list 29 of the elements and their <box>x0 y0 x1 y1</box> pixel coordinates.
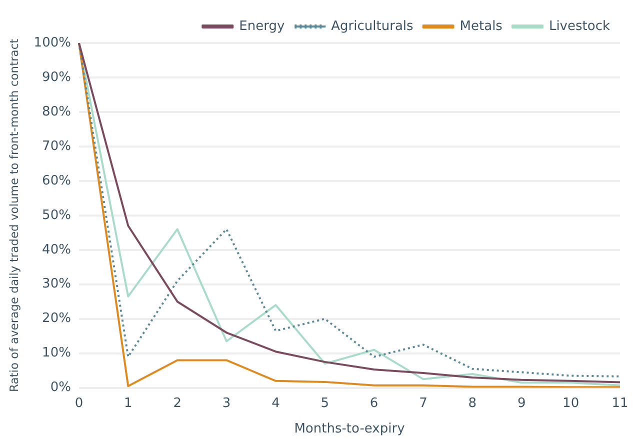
y-tick-label: 60% <box>42 173 71 188</box>
legend-label: Agriculturals <box>331 18 414 34</box>
y-tick-label: 20% <box>42 311 71 326</box>
y-tick-label: 90% <box>42 70 71 85</box>
x-tick-label: 1 <box>124 396 132 411</box>
y-axis-title: Ratio of average daily traded volume to front-month contract <box>6 38 21 392</box>
y-tick-label: 80% <box>42 104 71 120</box>
x-tick-label: 10 <box>562 396 580 411</box>
y-tick-label: 100% <box>34 35 71 50</box>
x-tick-label: 3 <box>222 396 231 411</box>
y-tick-label: 10% <box>42 346 71 361</box>
legend-label: Energy <box>239 18 285 34</box>
y-tick-label: 30% <box>42 276 71 292</box>
x-tick-label: 6 <box>370 396 378 411</box>
x-tick-label: 4 <box>272 396 280 411</box>
y-tick-label: 40% <box>42 242 71 258</box>
x-tick-label: 0 <box>74 396 84 411</box>
x-tick-label: 11 <box>612 396 628 411</box>
y-tick-label: 0% <box>50 380 71 396</box>
x-tick-label: 2 <box>173 396 182 411</box>
x-axis-title: Months-to-expiry <box>294 422 406 437</box>
legend-label: Livestock <box>548 18 610 34</box>
legend-label: Metals <box>460 18 503 34</box>
x-tick-label: 5 <box>320 396 330 411</box>
x-tick-label: 8 <box>468 396 477 411</box>
x-tick-label: 7 <box>419 396 428 411</box>
y-tick-label: 70% <box>42 138 71 154</box>
y-tick-label: 50% <box>42 208 71 223</box>
x-tick-label: 9 <box>517 396 526 411</box>
